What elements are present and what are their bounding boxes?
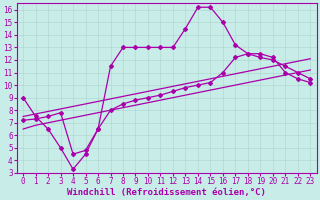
X-axis label: Windchill (Refroidissement éolien,°C): Windchill (Refroidissement éolien,°C) (67, 188, 266, 197)
